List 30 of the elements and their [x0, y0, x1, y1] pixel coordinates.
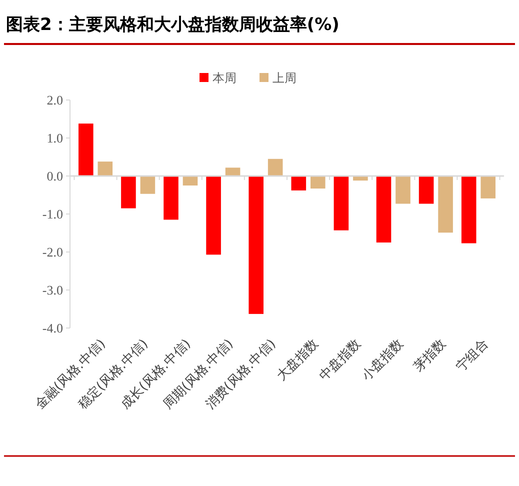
bar: [376, 176, 392, 242]
y-tick-label: 2.0: [46, 92, 63, 108]
y-tick-label: -2.0: [42, 244, 63, 260]
legend-label: 本周: [212, 71, 236, 86]
bar: [334, 176, 349, 230]
bar: [225, 168, 240, 176]
bar: [164, 176, 178, 220]
bar: [310, 176, 326, 189]
legend-label: 上周: [272, 71, 296, 86]
bar: [438, 176, 453, 233]
bar: [248, 176, 264, 314]
y-tick-label: 0.0: [46, 168, 63, 184]
y-tick-label: -3.0: [42, 282, 63, 298]
bar: [396, 176, 410, 204]
chart-title: 图表2：主要风格和大小盘指数周收益率(%): [6, 15, 340, 35]
bar: [121, 176, 136, 208]
y-tick-label: -4.0: [42, 320, 63, 336]
bar: [268, 158, 283, 176]
y-tick-label: -1.0: [42, 206, 63, 222]
bar: [78, 124, 94, 176]
bar: [418, 176, 434, 204]
x-tick-label: 宁组合: [452, 336, 492, 375]
bar: [206, 176, 221, 255]
bar: [98, 162, 113, 176]
x-tick-label: 茅指数: [411, 336, 450, 375]
y-tick-label: 1.0: [46, 130, 63, 146]
bar: [291, 176, 306, 190]
bar: [461, 176, 476, 244]
bar: [140, 176, 156, 194]
bar: [480, 176, 496, 198]
